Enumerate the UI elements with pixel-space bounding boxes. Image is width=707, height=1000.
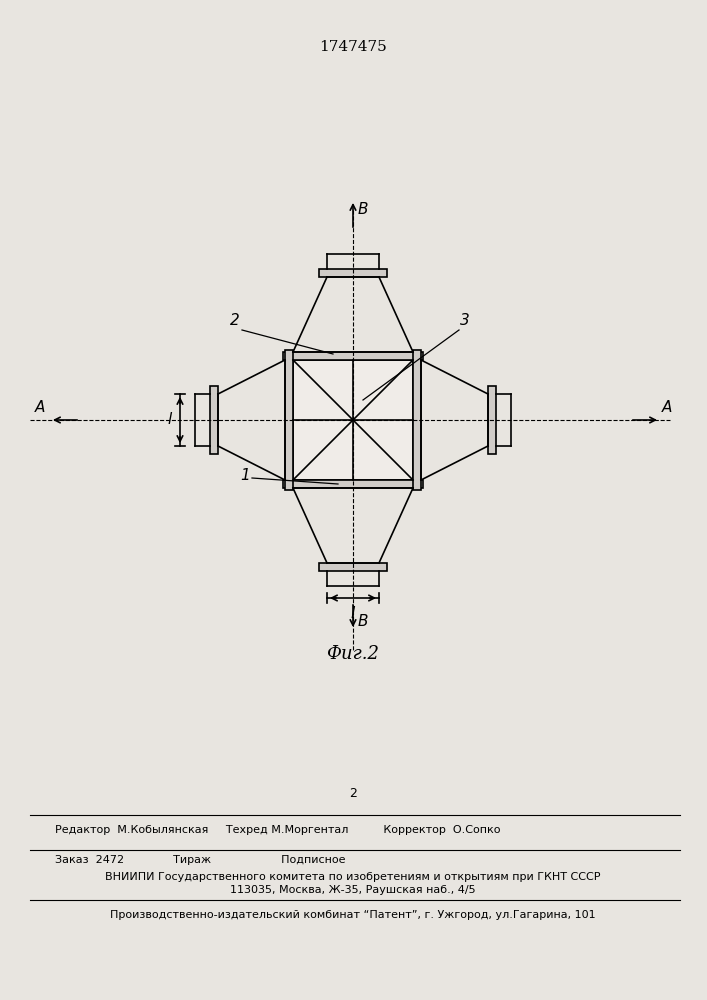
Text: Фиг.2: Фиг.2 [327,645,380,663]
Text: 2: 2 [230,313,240,328]
Text: B: B [358,202,368,218]
Bar [413,350,421,490]
Text: l: l [351,606,355,621]
Bar [293,360,413,480]
Bar [283,480,423,488]
Bar [285,350,293,490]
Text: 2: 2 [349,787,357,800]
Text: A: A [662,400,672,415]
Text: l: l [168,412,172,428]
Text: Заказ  2472              Тираж                    Подписное: Заказ 2472 Тираж Подписное [55,855,346,865]
Text: 113035, Москва, Ж-35, Раушская наб., 4/5: 113035, Москва, Ж-35, Раушская наб., 4/5 [230,885,476,895]
Text: 1: 1 [240,468,250,483]
Text: B: B [358,614,368,630]
Text: Редактор  М.Кобылянская     Техред М.Моргентал          Корректор  О.Сопко: Редактор М.Кобылянская Техред М.Моргента… [55,825,501,835]
Bar [488,386,496,454]
Text: ВНИИПИ Государственного комитета по изобретениям и открытиям при ГКНТ СССР: ВНИИПИ Государственного комитета по изоб… [105,872,601,882]
Text: 1747475: 1747475 [319,40,387,54]
Text: 3: 3 [460,313,469,328]
Bar [319,563,387,571]
Bar [283,352,423,360]
Text: A: A [35,400,45,415]
Bar [319,269,387,277]
Text: Производственно-издательский комбинат “Патент”, г. Ужгород, ул.Гагарина, 101: Производственно-издательский комбинат “П… [110,910,596,920]
Bar [210,386,218,454]
